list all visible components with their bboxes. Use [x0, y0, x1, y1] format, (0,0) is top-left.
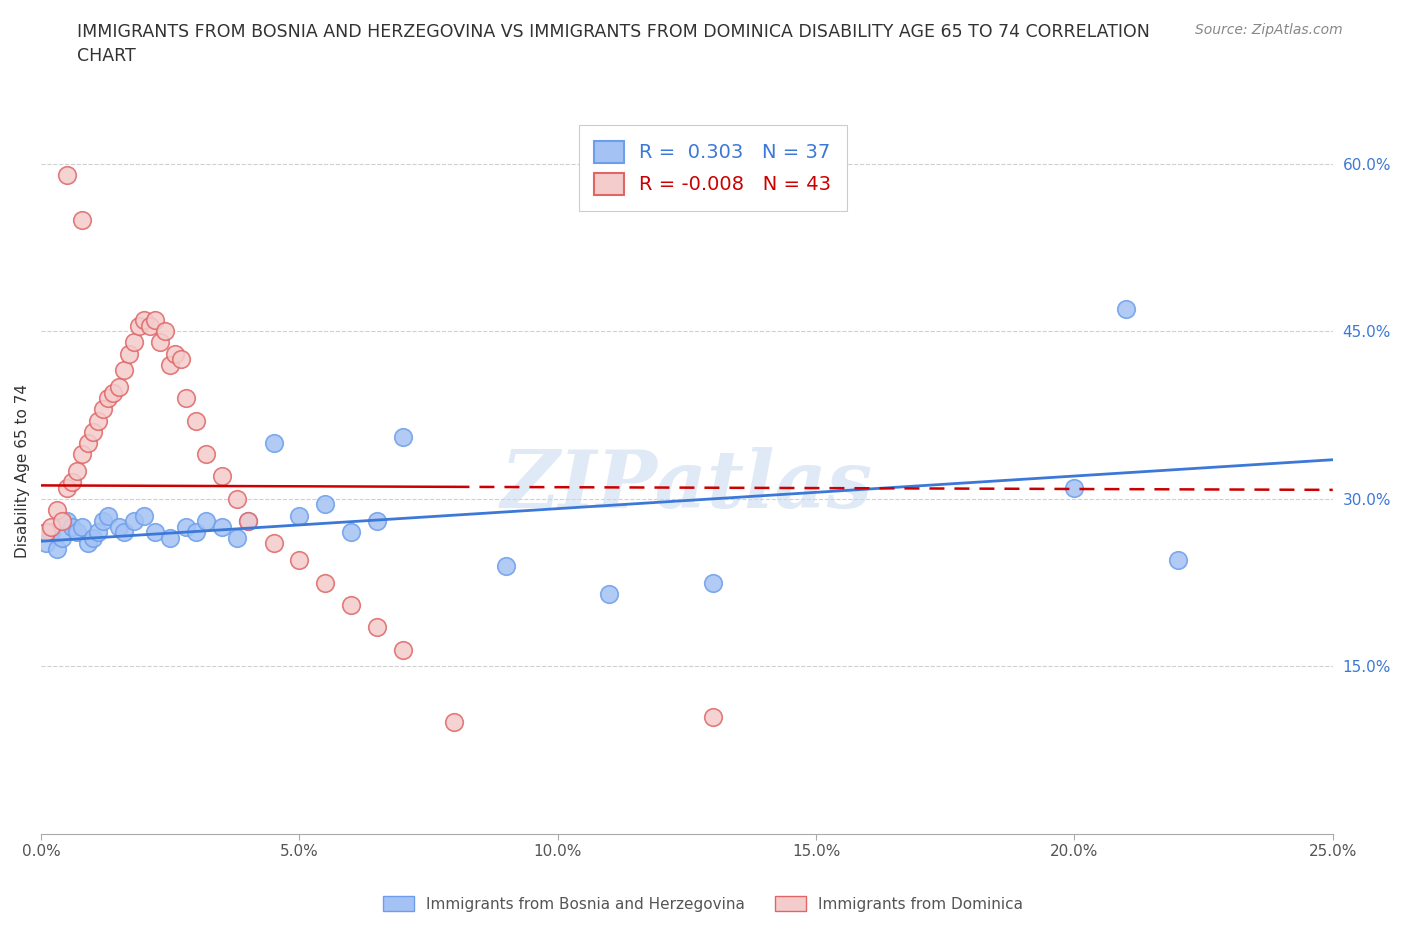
Point — [495, 558, 517, 573]
Point — [195, 513, 218, 528]
Point — [56, 480, 79, 495]
Point — [340, 597, 363, 612]
Point — [35, 536, 58, 551]
Text: IMMIGRANTS FROM BOSNIA AND HERZEGOVINA VS IMMIGRANTS FROM DOMINICA DISABILITY AG: IMMIGRANTS FROM BOSNIA AND HERZEGOVINA V… — [77, 23, 1150, 65]
Point — [143, 312, 166, 327]
Point — [366, 513, 388, 528]
Point — [97, 508, 120, 523]
Point — [1063, 480, 1085, 495]
Point — [45, 541, 67, 556]
Point — [87, 525, 110, 539]
Point — [76, 435, 98, 450]
Point — [340, 525, 363, 539]
Point — [314, 497, 336, 512]
Point — [56, 167, 79, 182]
Point — [702, 575, 724, 590]
Point — [51, 513, 73, 528]
Point — [112, 363, 135, 378]
Point — [41, 519, 63, 534]
Point — [82, 530, 104, 545]
Point — [91, 513, 114, 528]
Point — [226, 530, 249, 545]
Point — [76, 536, 98, 551]
Point — [51, 530, 73, 545]
Point — [1115, 301, 1137, 316]
Point — [41, 525, 63, 539]
Point — [314, 575, 336, 590]
Point — [153, 324, 176, 339]
Point — [122, 335, 145, 350]
Point — [103, 385, 125, 400]
Point — [174, 391, 197, 405]
Point — [263, 435, 285, 450]
Point — [236, 513, 259, 528]
Point — [60, 519, 83, 534]
Point — [391, 430, 413, 445]
Point — [702, 709, 724, 724]
Point — [122, 513, 145, 528]
Point — [195, 446, 218, 461]
Y-axis label: Disability Age 65 to 74: Disability Age 65 to 74 — [15, 384, 30, 558]
Point — [82, 424, 104, 439]
Point — [66, 525, 89, 539]
Point — [134, 312, 156, 327]
Point — [91, 402, 114, 417]
Point — [56, 513, 79, 528]
Point — [60, 474, 83, 489]
Point — [165, 346, 187, 361]
Point — [97, 391, 120, 405]
Point — [128, 318, 150, 333]
Text: ZIPatlas: ZIPatlas — [501, 446, 873, 525]
Point — [159, 530, 181, 545]
Point — [72, 212, 94, 227]
Point — [107, 519, 129, 534]
Point — [288, 552, 311, 567]
Point — [72, 519, 94, 534]
Point — [35, 525, 58, 539]
Point — [66, 463, 89, 478]
Point — [184, 413, 207, 428]
Point — [138, 318, 160, 333]
Legend: Immigrants from Bosnia and Herzegovina, Immigrants from Dominica: Immigrants from Bosnia and Herzegovina, … — [377, 889, 1029, 918]
Point — [236, 513, 259, 528]
Point — [263, 536, 285, 551]
Point — [143, 525, 166, 539]
Point — [118, 346, 141, 361]
Point — [134, 508, 156, 523]
Point — [598, 586, 620, 601]
Point — [366, 619, 388, 634]
Point — [87, 413, 110, 428]
Point — [159, 357, 181, 372]
Point — [1167, 552, 1189, 567]
Legend: R =  0.303   N = 37, R = -0.008   N = 43: R = 0.303 N = 37, R = -0.008 N = 43 — [579, 125, 846, 211]
Point — [226, 491, 249, 506]
Point — [288, 508, 311, 523]
Point — [211, 519, 233, 534]
Point — [443, 714, 465, 729]
Point — [72, 446, 94, 461]
Point — [107, 379, 129, 394]
Point — [184, 525, 207, 539]
Point — [391, 642, 413, 657]
Point — [211, 469, 233, 484]
Point — [112, 525, 135, 539]
Point — [174, 519, 197, 534]
Text: Source: ZipAtlas.com: Source: ZipAtlas.com — [1195, 23, 1343, 37]
Point — [45, 502, 67, 517]
Point — [169, 352, 191, 366]
Point — [149, 335, 172, 350]
